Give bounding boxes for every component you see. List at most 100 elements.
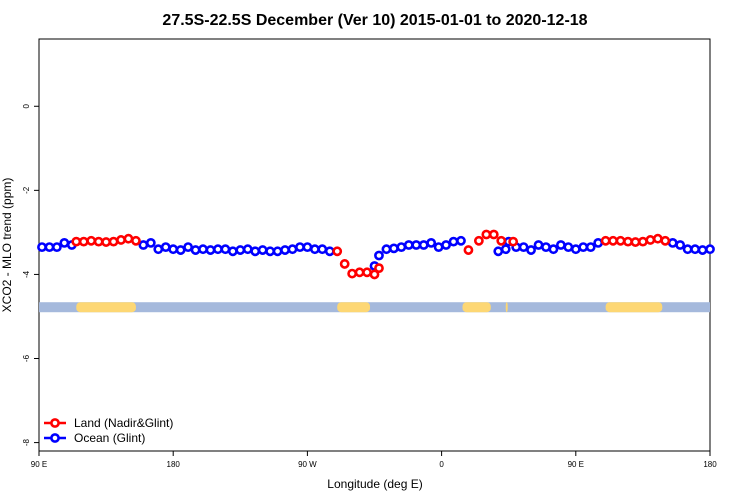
- ocean-mask-band: [39, 302, 710, 313]
- ocean-point: [287, 244, 298, 255]
- ocean-point: [374, 250, 384, 261]
- land-mask-segment: [337, 302, 371, 313]
- ocean-point: [250, 246, 261, 257]
- ocean-point: [667, 237, 678, 248]
- ocean-point: [160, 242, 171, 253]
- y-tick-label: 0: [22, 103, 31, 108]
- legend-item: Ocean (Glint): [44, 431, 145, 445]
- land-mask-segment: [76, 302, 136, 313]
- y-tick-label: -4: [22, 270, 31, 278]
- ocean-point: [257, 245, 268, 255]
- legend: Land (Nadir&Glint)Ocean (Glint): [44, 416, 173, 445]
- ocean-point: [585, 242, 596, 253]
- data-series: [37, 229, 715, 280]
- ocean-point: [227, 246, 238, 257]
- ocean-point: [555, 240, 566, 250]
- land-point: [630, 237, 641, 247]
- ocean-point: [242, 244, 253, 255]
- land-point: [508, 236, 519, 247]
- ocean-point: [388, 243, 399, 254]
- ocean-point: [183, 242, 194, 253]
- land-point: [93, 236, 104, 247]
- ocean-point: [500, 244, 511, 255]
- ocean-point: [235, 245, 246, 255]
- ocean-point: [411, 240, 422, 250]
- x-tick-label: 90 W: [298, 460, 317, 469]
- ocean-point: [697, 245, 708, 255]
- ocean-point: [541, 242, 551, 253]
- land-point: [86, 235, 97, 246]
- land-point: [463, 245, 474, 255]
- ocean-point: [190, 245, 201, 255]
- ocean-point: [593, 237, 604, 248]
- ocean-point: [456, 235, 466, 246]
- land-point: [600, 235, 611, 246]
- legend-swatch-marker: [50, 418, 60, 428]
- y-tick-label: -2: [22, 186, 31, 194]
- ocean-point: [295, 242, 305, 253]
- ocean-point: [205, 245, 216, 255]
- land-point: [496, 235, 507, 246]
- ocean-point: [675, 240, 686, 250]
- ocean-point: [548, 244, 559, 255]
- ocean-point: [59, 237, 70, 248]
- y-axis-label: XCO2 - MLO trend (ppm): [0, 178, 14, 313]
- ocean-point: [448, 236, 459, 247]
- land-point: [488, 229, 499, 240]
- ocean-point: [493, 246, 504, 257]
- land-point: [116, 235, 126, 245]
- x-tick-label: 0: [439, 460, 444, 469]
- x-tick-label: 180: [167, 460, 181, 469]
- ocean-point: [533, 240, 544, 250]
- land-point: [481, 229, 492, 240]
- legend-item: Land (Nadir&Glint): [44, 416, 173, 430]
- ocean-point: [324, 246, 335, 257]
- ocean-point: [44, 242, 55, 253]
- x-tick-label: 90 E: [31, 460, 47, 469]
- land-point: [473, 235, 484, 246]
- land-point: [623, 236, 633, 247]
- legend-label: Land (Nadir&Glint): [74, 416, 173, 430]
- ocean-point: [526, 245, 536, 255]
- ocean-point: [578, 242, 589, 253]
- ocean-point: [705, 244, 715, 255]
- land-point: [339, 259, 350, 269]
- ocean-point: [153, 244, 164, 255]
- ocean-point: [175, 245, 186, 255]
- ocean-point: [198, 244, 208, 255]
- land-point: [347, 268, 358, 279]
- ocean-point: [418, 240, 429, 250]
- ocean-point: [280, 245, 290, 255]
- ocean-point: [690, 244, 700, 255]
- x-tick-label: 90 E: [568, 460, 584, 469]
- land-point: [108, 236, 119, 247]
- legend-swatch-marker: [50, 433, 60, 443]
- ocean-point: [563, 242, 574, 253]
- ocean-point: [302, 242, 313, 253]
- land-point: [123, 233, 134, 244]
- ocean-point: [426, 237, 437, 248]
- land-point: [608, 235, 618, 246]
- land-point: [332, 246, 343, 257]
- land-point: [638, 236, 648, 247]
- ocean-point: [518, 242, 529, 253]
- ocean-point: [433, 242, 444, 253]
- legend-label: Ocean (Glint): [74, 431, 145, 445]
- ocean-point: [381, 244, 392, 255]
- land-point: [362, 267, 372, 278]
- y-tick-label: -8: [22, 438, 31, 446]
- ocean-point: [309, 244, 320, 255]
- x-tick-label: 180: [703, 460, 717, 469]
- surface-mask-band: [39, 302, 710, 313]
- ocean-point: [138, 240, 149, 250]
- ocean-point: [396, 242, 407, 253]
- land-point: [101, 237, 111, 247]
- land-point: [131, 235, 141, 246]
- ocean-point: [682, 244, 693, 255]
- ocean-point: [213, 244, 223, 255]
- ocean-point: [168, 244, 179, 255]
- y-axis: 0 -2 -4 -6 -8: [22, 103, 39, 446]
- ocean-point: [37, 242, 47, 253]
- land-point: [615, 235, 626, 246]
